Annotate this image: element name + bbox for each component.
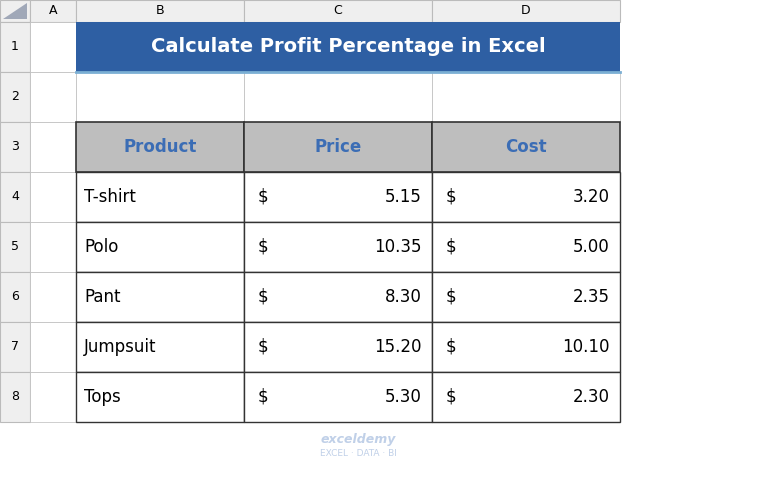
Text: EXCEL · DATA · BI: EXCEL · DATA · BI: [319, 448, 396, 458]
Bar: [432, 122, 620, 172]
Bar: [244, 372, 432, 422]
Text: exceldemy: exceldemy: [320, 433, 396, 447]
Bar: [0, 222, 30, 272]
Text: 10.10: 10.10: [562, 338, 610, 356]
Text: $: $: [258, 188, 269, 206]
Text: 5: 5: [11, 241, 19, 253]
Text: $: $: [258, 288, 269, 306]
Bar: [432, 272, 620, 322]
Text: 2: 2: [11, 90, 19, 103]
Text: $: $: [446, 188, 457, 206]
Text: 8.30: 8.30: [385, 288, 422, 306]
Text: 10.35: 10.35: [375, 238, 422, 256]
Bar: [76, 22, 620, 72]
Bar: [244, 0, 432, 22]
Text: 15.20: 15.20: [375, 338, 422, 356]
Bar: [76, 272, 244, 322]
Bar: [76, 372, 244, 422]
Bar: [244, 322, 432, 372]
Bar: [30, 272, 76, 322]
Text: 5.15: 5.15: [385, 188, 422, 206]
Text: Product: Product: [124, 138, 197, 156]
Bar: [0, 172, 30, 222]
Bar: [76, 72, 244, 122]
Bar: [30, 0, 76, 22]
Bar: [0, 0, 30, 22]
Bar: [30, 322, 76, 372]
Text: 2.30: 2.30: [573, 388, 610, 406]
Bar: [244, 122, 432, 172]
Bar: [30, 72, 76, 122]
Bar: [244, 272, 432, 322]
Bar: [76, 172, 244, 222]
Text: $: $: [446, 338, 457, 356]
Text: B: B: [156, 4, 164, 18]
Text: 3: 3: [11, 141, 19, 154]
Text: $: $: [258, 388, 269, 406]
Text: $: $: [258, 238, 269, 256]
Text: Price: Price: [314, 138, 362, 156]
Bar: [244, 72, 432, 122]
Text: Calculate Profit Percentage in Excel: Calculate Profit Percentage in Excel: [151, 38, 545, 57]
Text: Cost: Cost: [505, 138, 547, 156]
Text: 8: 8: [11, 390, 19, 404]
Text: $: $: [258, 338, 269, 356]
Bar: [76, 222, 244, 272]
Text: Tops: Tops: [84, 388, 121, 406]
Polygon shape: [3, 3, 27, 19]
Bar: [432, 0, 620, 22]
Text: $: $: [446, 388, 457, 406]
Text: 5.30: 5.30: [385, 388, 422, 406]
Bar: [76, 322, 244, 372]
Bar: [0, 72, 30, 122]
Bar: [432, 372, 620, 422]
Text: Jumpsuit: Jumpsuit: [84, 338, 157, 356]
Bar: [0, 122, 30, 172]
Bar: [432, 322, 620, 372]
Text: D: D: [521, 4, 531, 18]
Text: Pant: Pant: [84, 288, 121, 306]
Bar: [432, 222, 620, 272]
Text: T-shirt: T-shirt: [84, 188, 136, 206]
Text: $: $: [446, 238, 457, 256]
Text: Polo: Polo: [84, 238, 118, 256]
Bar: [244, 222, 432, 272]
Bar: [0, 322, 30, 372]
Text: 1: 1: [11, 41, 19, 54]
Text: $: $: [446, 288, 457, 306]
Text: 6: 6: [11, 290, 19, 304]
Bar: [0, 272, 30, 322]
Bar: [30, 172, 76, 222]
Bar: [244, 172, 432, 222]
Bar: [30, 122, 76, 172]
Bar: [76, 122, 244, 172]
Bar: [30, 22, 76, 72]
Bar: [30, 222, 76, 272]
Text: A: A: [48, 4, 58, 18]
Text: 3.20: 3.20: [573, 188, 610, 206]
Text: 5.00: 5.00: [573, 238, 610, 256]
Bar: [432, 172, 620, 222]
Text: 2.35: 2.35: [573, 288, 610, 306]
Text: C: C: [333, 4, 343, 18]
Bar: [432, 72, 620, 122]
Bar: [0, 22, 30, 72]
Text: 4: 4: [11, 190, 19, 203]
Bar: [0, 372, 30, 422]
Text: 7: 7: [11, 341, 19, 353]
Bar: [30, 372, 76, 422]
Bar: [76, 0, 244, 22]
